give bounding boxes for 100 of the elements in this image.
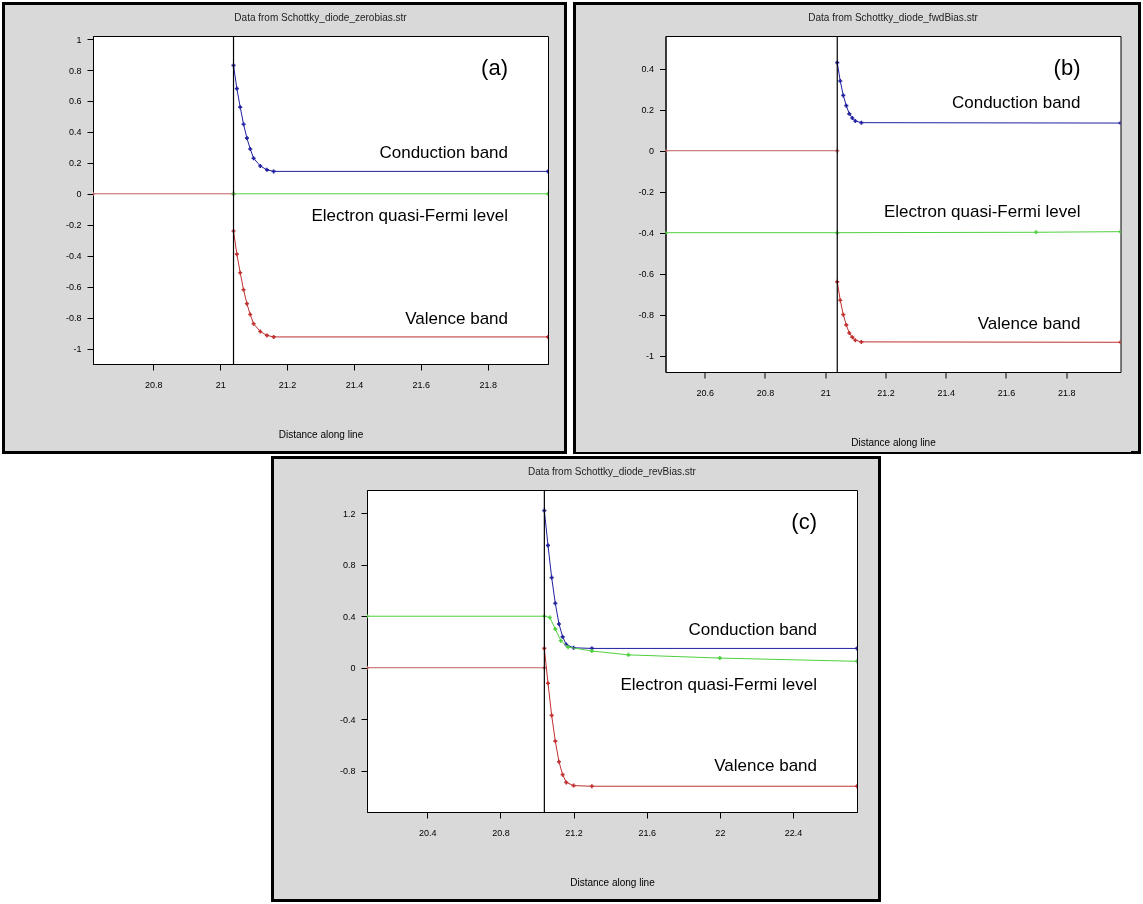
point — [844, 103, 849, 108]
y-tick-label: 0 — [350, 663, 356, 674]
y-tick-label: -1 — [73, 344, 82, 355]
series-label: Valence band — [405, 308, 508, 328]
x-axis-title: Distance along line — [278, 428, 364, 440]
point — [264, 167, 269, 172]
chart-title: Data from Schottky_diode_fwdBias.str — [808, 12, 979, 24]
point — [560, 634, 565, 639]
x-tick-label: 21 — [215, 379, 226, 390]
y-tick-label: 0.2 — [641, 105, 654, 116]
point — [238, 270, 243, 275]
point — [251, 156, 256, 161]
series-label: Electron quasi-Fermi level — [883, 201, 1081, 221]
y-tick-label: 0 — [648, 146, 654, 157]
point — [717, 656, 722, 661]
x-tick-label: 21.8 — [479, 379, 498, 390]
point — [847, 331, 852, 336]
point — [853, 338, 858, 343]
point — [546, 681, 551, 686]
point — [553, 739, 558, 744]
series-label: Valence band — [714, 756, 817, 776]
point — [850, 335, 855, 340]
x-tick-label: 21.6 — [412, 379, 431, 390]
y-tick-label: 0.2 — [68, 158, 82, 169]
y-tick-label: -0.4 — [339, 714, 356, 725]
y-tick-label: 0.4 — [342, 611, 356, 622]
point — [258, 329, 263, 334]
y-tick-label: 0.8 — [68, 65, 82, 76]
series-label: Valence band — [977, 314, 1081, 334]
point — [238, 105, 243, 110]
point — [558, 638, 563, 643]
y-tick-label: -0.6 — [65, 282, 82, 293]
y-tick-label: -0.8 — [65, 313, 82, 324]
x-tick-label: 22 — [715, 827, 726, 838]
point — [859, 339, 864, 344]
y-tick-label: 0.4 — [68, 127, 82, 138]
point — [546, 543, 551, 548]
point — [244, 136, 249, 141]
point — [258, 163, 263, 168]
y-tick-label: -0.2 — [638, 187, 654, 198]
x-axis-title: Distance along line — [570, 876, 656, 888]
y-tick-label: -0.8 — [638, 310, 654, 321]
point — [251, 321, 256, 326]
y-tick-label: -0.4 — [638, 228, 654, 239]
chart-title: Data from Schottky_diode_zerobias.str — [234, 12, 408, 24]
point — [234, 252, 239, 257]
y-tick-label: -0.8 — [339, 766, 356, 777]
y-tick-label: -0.2 — [65, 220, 82, 231]
x-tick-label: 21 — [820, 387, 831, 398]
point — [248, 312, 253, 317]
x-tick-label: 21.2 — [877, 387, 895, 398]
x-tick-label: 22.4 — [784, 827, 803, 838]
y-tick-label: 0.6 — [68, 96, 82, 107]
y-tick-label: -0.4 — [65, 251, 82, 262]
series-label: Electron quasi-Fermi level — [620, 675, 817, 695]
line-series — [367, 614, 857, 664]
point — [556, 621, 561, 626]
point — [838, 298, 843, 303]
annotation: (b) — [1053, 55, 1081, 80]
x-tick-label: 21.4 — [937, 387, 955, 398]
point — [564, 780, 569, 785]
point — [244, 301, 249, 306]
series-label: Conduction band — [688, 620, 817, 640]
x-tick-label: 20.8 — [492, 827, 510, 838]
x-axis-title: Distance along line — [851, 436, 937, 448]
x-tick-label: 21.2 — [565, 827, 583, 838]
point — [841, 93, 846, 98]
x-tick-label: 21.6 — [997, 387, 1016, 398]
x-tick-label: 21.2 — [278, 379, 297, 390]
x-tick-label: 20.8 — [144, 379, 163, 390]
x-tick-label: 20.4 — [419, 827, 437, 838]
y-tick-label: 0.4 — [641, 64, 654, 75]
point — [841, 312, 846, 317]
x-tick-label: 20.8 — [756, 387, 775, 398]
point — [241, 287, 246, 292]
point — [838, 79, 843, 84]
x-tick-label: 21.6 — [638, 827, 656, 838]
point — [241, 122, 246, 127]
point — [853, 119, 858, 124]
y-tick-label: -1 — [645, 351, 654, 362]
series-label: Conduction band — [951, 93, 1081, 113]
point — [847, 111, 852, 116]
y-tick-label: 1 — [76, 34, 82, 45]
y-tick-label: 0.8 — [342, 560, 356, 571]
point — [556, 759, 561, 764]
point — [626, 652, 631, 657]
annotation: (c) — [791, 509, 817, 534]
y-tick-label: -0.6 — [638, 269, 654, 280]
point — [589, 784, 594, 789]
point — [844, 322, 849, 327]
point — [547, 615, 552, 620]
x-tick-label: 21.4 — [345, 379, 364, 390]
series-label: Conduction band — [379, 143, 508, 163]
y-tick-label: 0 — [76, 189, 82, 200]
y-tick-label: 1.2 — [342, 508, 356, 519]
chart-title: Data from Schottky_diode_revBias.str — [528, 466, 697, 478]
point — [553, 627, 558, 632]
point — [264, 333, 269, 338]
series-label: Electron quasi-Fermi level — [311, 205, 508, 225]
point — [248, 146, 253, 151]
